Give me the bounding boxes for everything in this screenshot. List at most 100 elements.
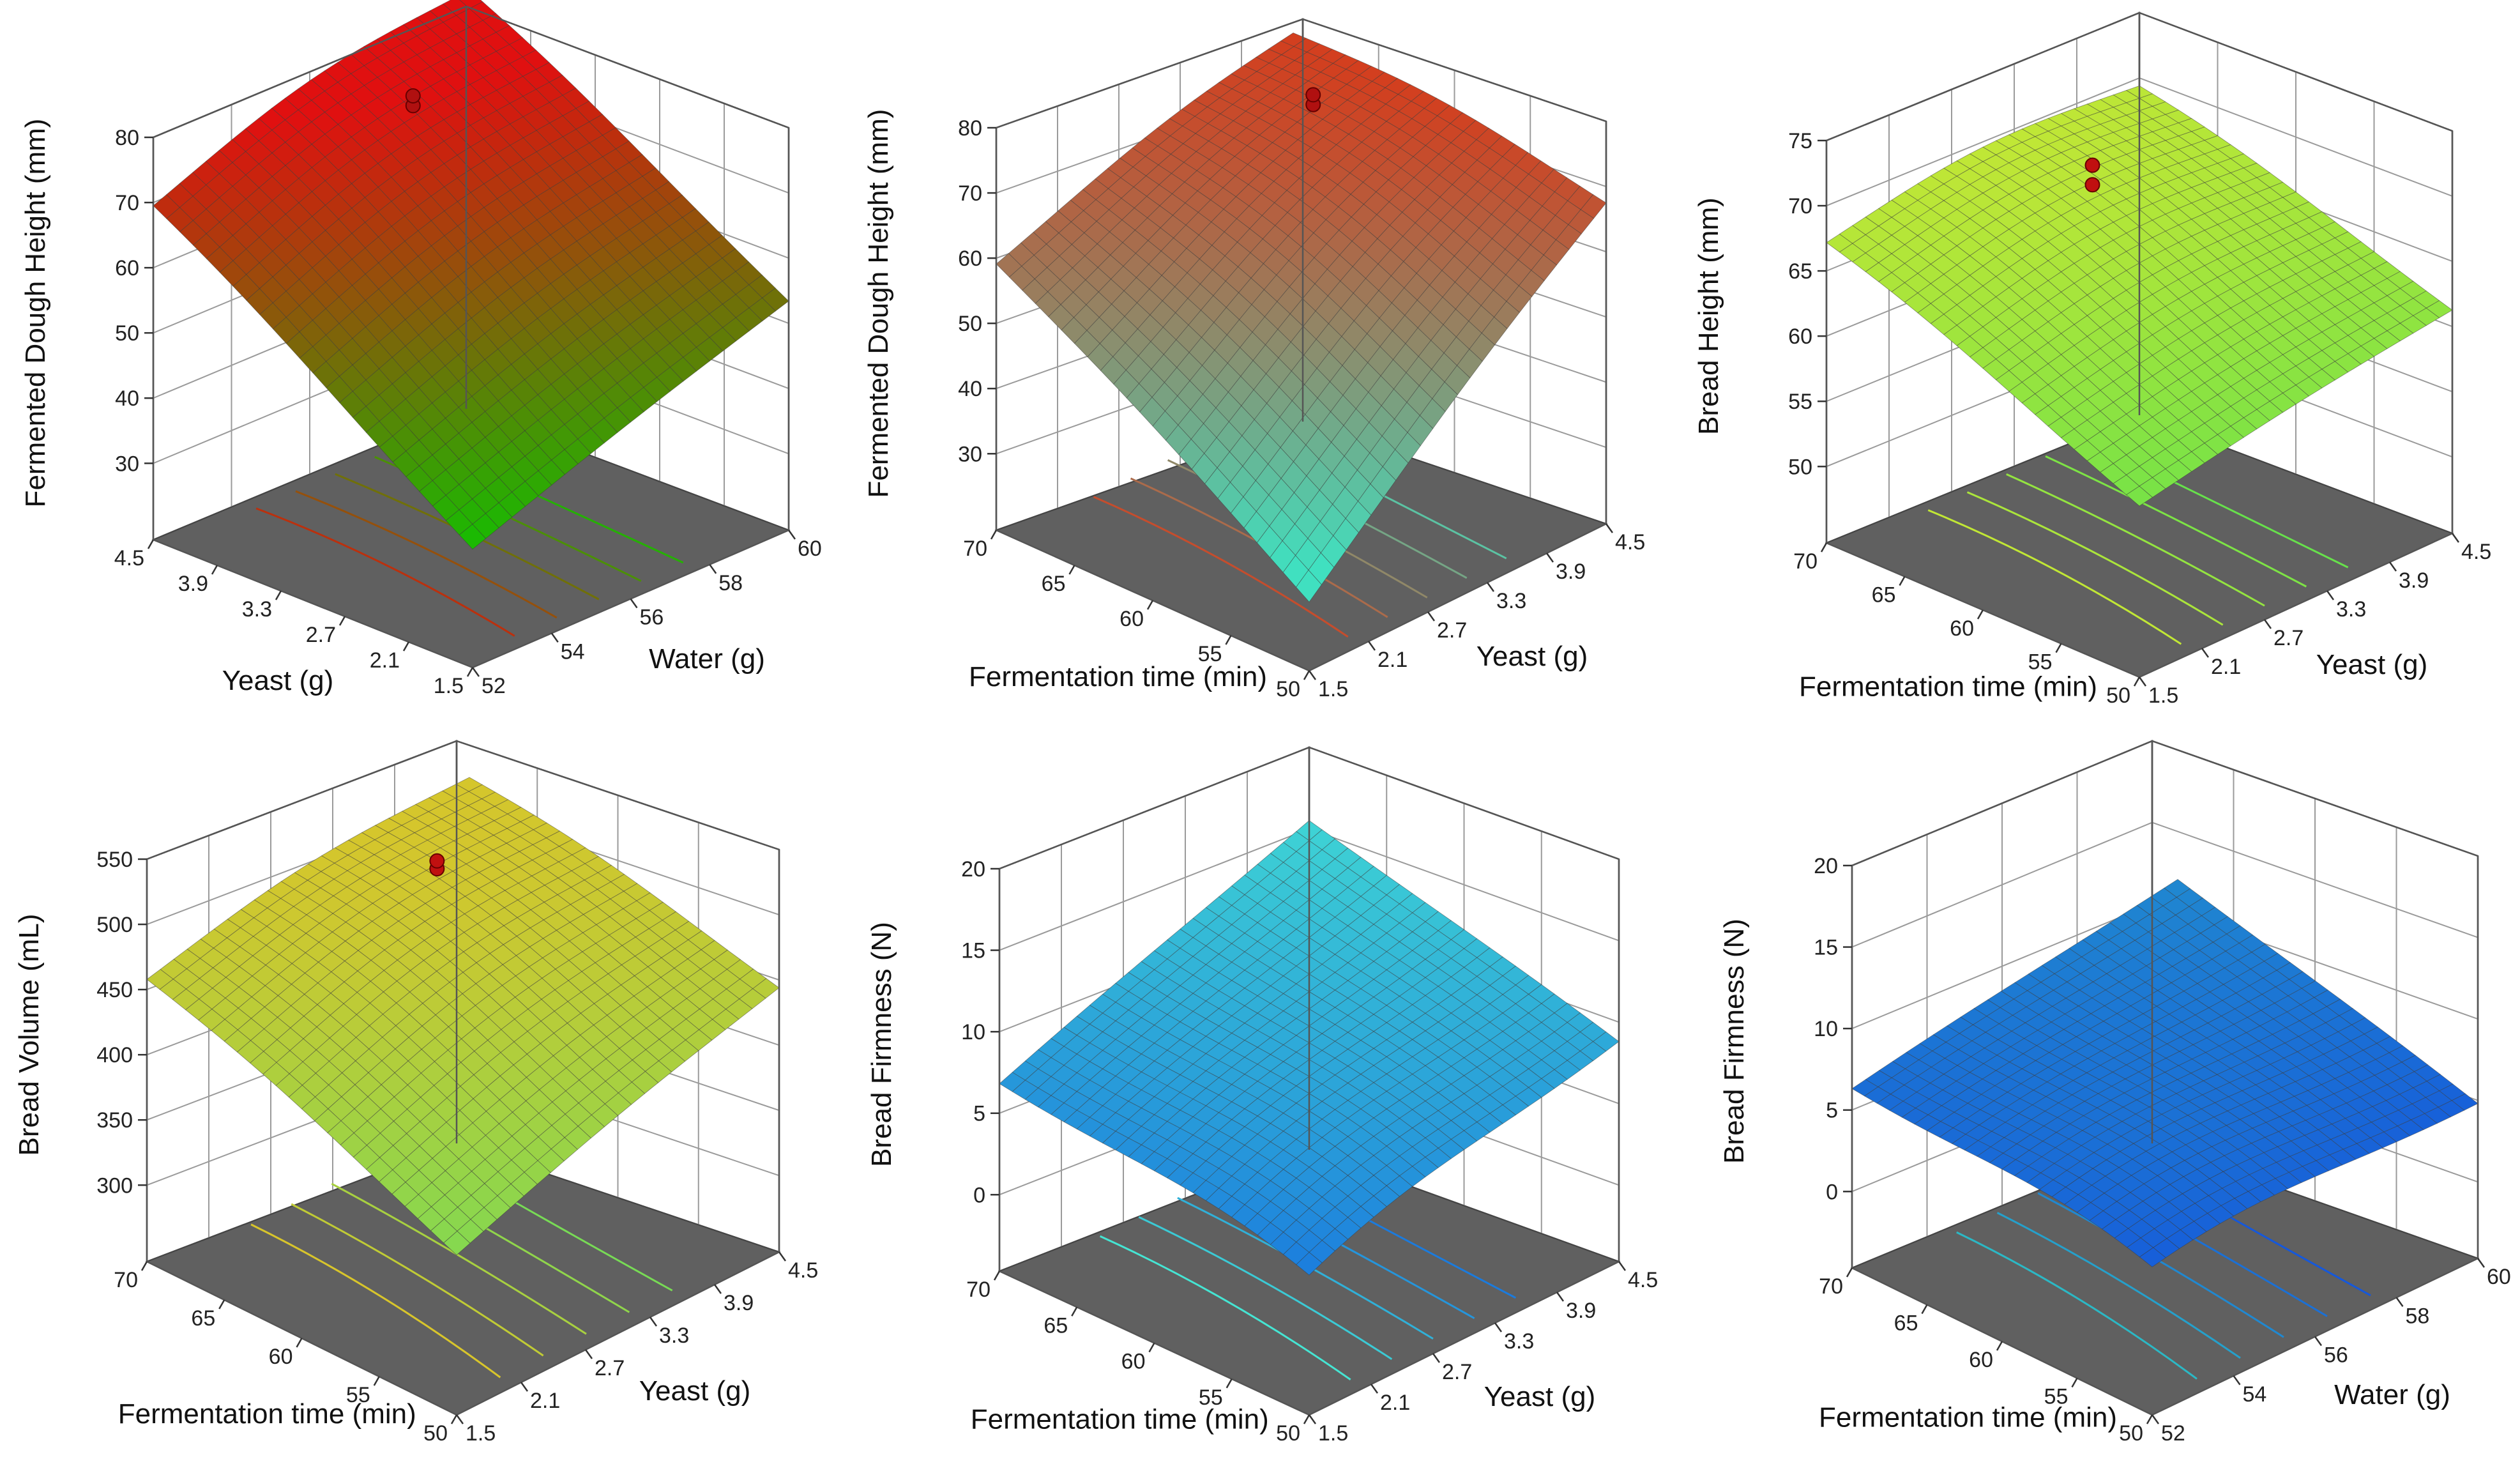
y-tick-label: 60: [798, 537, 822, 561]
y-tick-label: 2.1: [1378, 648, 1408, 672]
x-tick-mark: [993, 1271, 1001, 1281]
chart-panel-2: 30 40 50 60 70 80 70 65 60 55 50 1.5 2.1 2.7 3.3 3.9 4.5…: [863, 18, 1645, 701]
y-tick-label: 2.7: [1442, 1360, 1472, 1384]
z-tick-label: 500: [96, 913, 133, 937]
z-tick-label: 450: [96, 978, 133, 1002]
z-tick-label: 50: [958, 312, 982, 336]
top-edge-line: [2152, 740, 2478, 857]
x-tick-mark: [2146, 1414, 2153, 1424]
y-tick-mark: [471, 667, 480, 677]
floor-contour-line: [1956, 1231, 2197, 1380]
design-point: [429, 853, 445, 869]
y-tick-mark: [709, 564, 717, 574]
y-tick-label: 3.9: [1566, 1299, 1596, 1323]
x-tick-mark: [211, 565, 218, 575]
x-tick-mark: [1303, 670, 1310, 680]
x-tick-label: 65: [1042, 572, 1066, 596]
y-axis-label: Water (g): [2334, 1379, 2450, 1410]
floor-contour-line: [2045, 455, 2307, 588]
y-tick-mark: [455, 1414, 464, 1424]
x-tick-mark: [1148, 1342, 1155, 1353]
x-tick-label: 70: [114, 1268, 138, 1292]
z-tick-label: 350: [96, 1108, 133, 1133]
y-axis-line: [1309, 523, 1607, 672]
y-tick-label: 1.5: [2148, 683, 2178, 708]
z-axis-label: Bread Height (mm): [1693, 197, 1724, 435]
x-axis-label: Fermentation time (min): [1799, 671, 2097, 703]
x-axis-label: Fermentation time (min): [118, 1398, 416, 1430]
wall-grid-line: [1826, 77, 2140, 206]
floor-contour-line: [1138, 1216, 1393, 1361]
response-surface: [1851, 879, 2478, 1267]
x-tick-label: 55: [2028, 650, 2053, 675]
x-tick-mark: [1303, 1414, 1310, 1424]
surface-cell: [443, 1230, 471, 1256]
y-tick-label: 2.1: [530, 1389, 560, 1413]
y-tick-mark: [2314, 1336, 2323, 1347]
x-tick-mark: [1146, 600, 1154, 610]
y-tick-mark: [630, 598, 638, 609]
x-tick-mark: [147, 539, 155, 549]
y-tick-label: 4.5: [1615, 530, 1645, 554]
y-tick-mark: [787, 530, 796, 540]
y-axis-line: [2139, 532, 2453, 678]
x-tick-label: 50: [423, 1421, 448, 1446]
y-tick-mark: [2233, 1375, 2241, 1386]
floor-contour-line: [1996, 1212, 2241, 1359]
y-tick-mark: [2388, 561, 2397, 572]
z-tick-label: 55: [1788, 390, 1812, 414]
y-tick-mark: [1427, 611, 1436, 622]
x-tick-mark: [1071, 1306, 1078, 1317]
z-axis-label: Bread Volume (mL): [13, 913, 45, 1156]
surface-cell: [1296, 569, 1322, 602]
design-point: [1305, 87, 1321, 103]
x-tick-label: 70: [1793, 549, 1818, 574]
x-tick-label: 1.5: [434, 674, 464, 698]
y-tick-mark: [550, 632, 559, 643]
z-tick-label: 0: [973, 1183, 985, 1207]
z-tick-label: 10: [1814, 1017, 1838, 1041]
y-tick-mark: [2451, 533, 2460, 543]
y-tick-label: 3.9: [724, 1291, 754, 1315]
x-tick-label: 70: [966, 1278, 991, 1302]
x-tick-label: 50: [2119, 1421, 2143, 1446]
y-tick-mark: [1308, 1414, 1317, 1424]
z-tick-label: 300: [96, 1173, 133, 1198]
x-tick-mark: [1820, 542, 1828, 553]
top-edge-line: [1826, 11, 2140, 142]
y-tick-mark: [1556, 1292, 1565, 1302]
x-tick-mark: [1977, 609, 1984, 620]
x-tick-label: 2.1: [370, 648, 400, 673]
top-edge-line: [456, 740, 780, 851]
y-tick-label: 54: [2243, 1382, 2267, 1407]
y-axis-label: Yeast (g): [1476, 641, 1588, 672]
y-tick-mark: [1618, 1261, 1627, 1271]
y-tick-mark: [2263, 619, 2272, 629]
y-tick-label: 54: [561, 639, 585, 664]
x-tick-label: 55: [346, 1383, 370, 1407]
surface-cell: [1296, 1251, 1323, 1276]
z-axis-label: Fermented Dough Height (mm): [863, 109, 894, 498]
y-axis-label: Yeast (g): [2316, 649, 2427, 680]
surface-cell: [459, 524, 487, 550]
y-tick-mark: [649, 1317, 658, 1327]
y-tick-mark: [520, 1382, 529, 1392]
y-tick-mark: [584, 1349, 593, 1359]
chart-panel-6: 0 5 10 15 20 70 65 60 55 50 52 54 56 58 60 Bread Firmne…: [1719, 740, 2511, 1446]
top-edge-line: [999, 746, 1310, 870]
response-surface: [146, 777, 780, 1256]
z-tick-label: 75: [1788, 129, 1812, 153]
z-tick-label: 60: [1788, 325, 1812, 349]
z-tick-label: 60: [958, 247, 982, 271]
top-edge-line: [1302, 18, 1607, 123]
x-tick-label: 60: [1950, 616, 1974, 641]
x-tick-label: 50: [2106, 683, 2130, 708]
y-tick-mark: [1605, 523, 1614, 533]
x-tick-mark: [1921, 1304, 1928, 1315]
y-axis-label: Water (g): [649, 643, 765, 675]
z-tick-label: 20: [961, 857, 985, 882]
x-tick-mark: [2055, 643, 2062, 653]
z-tick-label: 40: [115, 386, 139, 411]
z-tick-label: 80: [115, 126, 139, 150]
